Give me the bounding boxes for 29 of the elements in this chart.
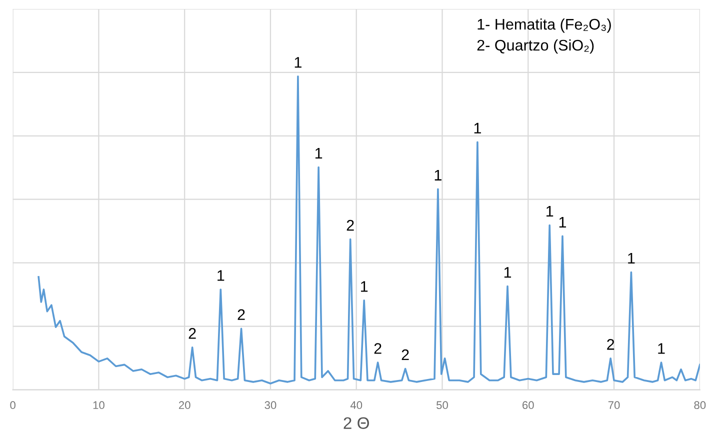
x-tick-label: 80 — [694, 401, 706, 410]
annotation: 1 — [474, 122, 481, 134]
x-tick-label: 30 — [264, 401, 276, 410]
x-tick-label: 0 — [10, 401, 16, 410]
annotation: 1 — [218, 270, 224, 281]
annotation: 1 — [294, 57, 302, 68]
x-tick-label: 60 — [522, 401, 534, 410]
annotation: 2 — [607, 339, 614, 350]
x-tick-label: 40 — [350, 401, 362, 410]
annotation: 1 — [315, 148, 322, 159]
x-axis-title: 2 Θ — [344, 417, 369, 430]
annotation: 2 — [402, 349, 409, 360]
text: 1- Hematita (Fe₂O₃) — [478, 18, 611, 33]
annotation: 2 — [188, 328, 196, 339]
annotation: 1 — [361, 281, 368, 292]
annotation: 2 — [346, 220, 354, 231]
text: 2- Quartzo (SiO₂) — [477, 39, 594, 54]
annotation: 1 — [546, 206, 554, 216]
annotation: 2 — [238, 309, 245, 320]
annotation: 1 — [658, 343, 665, 354]
annotation: 1 — [559, 216, 566, 228]
annotation: 2 — [374, 343, 382, 354]
annotation: 1 — [434, 170, 442, 180]
x-tick-label: 20 — [178, 401, 190, 410]
x-tick-label: 50 — [436, 401, 448, 410]
annotation: 1 — [628, 252, 635, 264]
annotation: 1 — [504, 267, 512, 278]
x-tick-label: 10 — [93, 401, 104, 410]
x-tick-label: 70 — [608, 401, 620, 410]
